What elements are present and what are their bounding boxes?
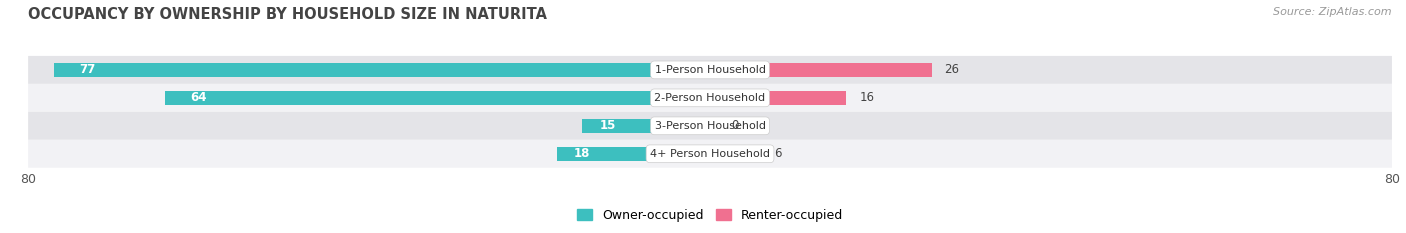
Bar (557, 147, 710, 161)
FancyBboxPatch shape (28, 112, 1392, 140)
Bar (710, 147, 761, 161)
Text: 6: 6 (773, 147, 782, 160)
Text: 18: 18 (574, 147, 591, 160)
FancyBboxPatch shape (28, 140, 1392, 168)
Bar (165, 91, 710, 105)
Bar (53, 63, 710, 77)
FancyBboxPatch shape (28, 84, 1392, 112)
Text: 1-Person Household: 1-Person Household (655, 65, 765, 75)
FancyBboxPatch shape (28, 56, 1392, 84)
Text: 16: 16 (859, 91, 875, 104)
Text: 77: 77 (79, 63, 96, 76)
Legend: Owner-occupied, Renter-occupied: Owner-occupied, Renter-occupied (572, 204, 848, 227)
Text: 4+ Person Household: 4+ Person Household (650, 149, 770, 159)
Bar (582, 119, 710, 133)
Text: 64: 64 (190, 91, 207, 104)
Text: 15: 15 (599, 119, 616, 132)
Text: 26: 26 (945, 63, 959, 76)
Text: 3-Person Household: 3-Person Household (655, 121, 765, 131)
Text: Source: ZipAtlas.com: Source: ZipAtlas.com (1274, 7, 1392, 17)
Bar (710, 91, 846, 105)
Text: 2-Person Household: 2-Person Household (654, 93, 766, 103)
Bar (710, 63, 932, 77)
Text: OCCUPANCY BY OWNERSHIP BY HOUSEHOLD SIZE IN NATURITA: OCCUPANCY BY OWNERSHIP BY HOUSEHOLD SIZE… (28, 7, 547, 22)
Text: 0: 0 (731, 119, 738, 132)
